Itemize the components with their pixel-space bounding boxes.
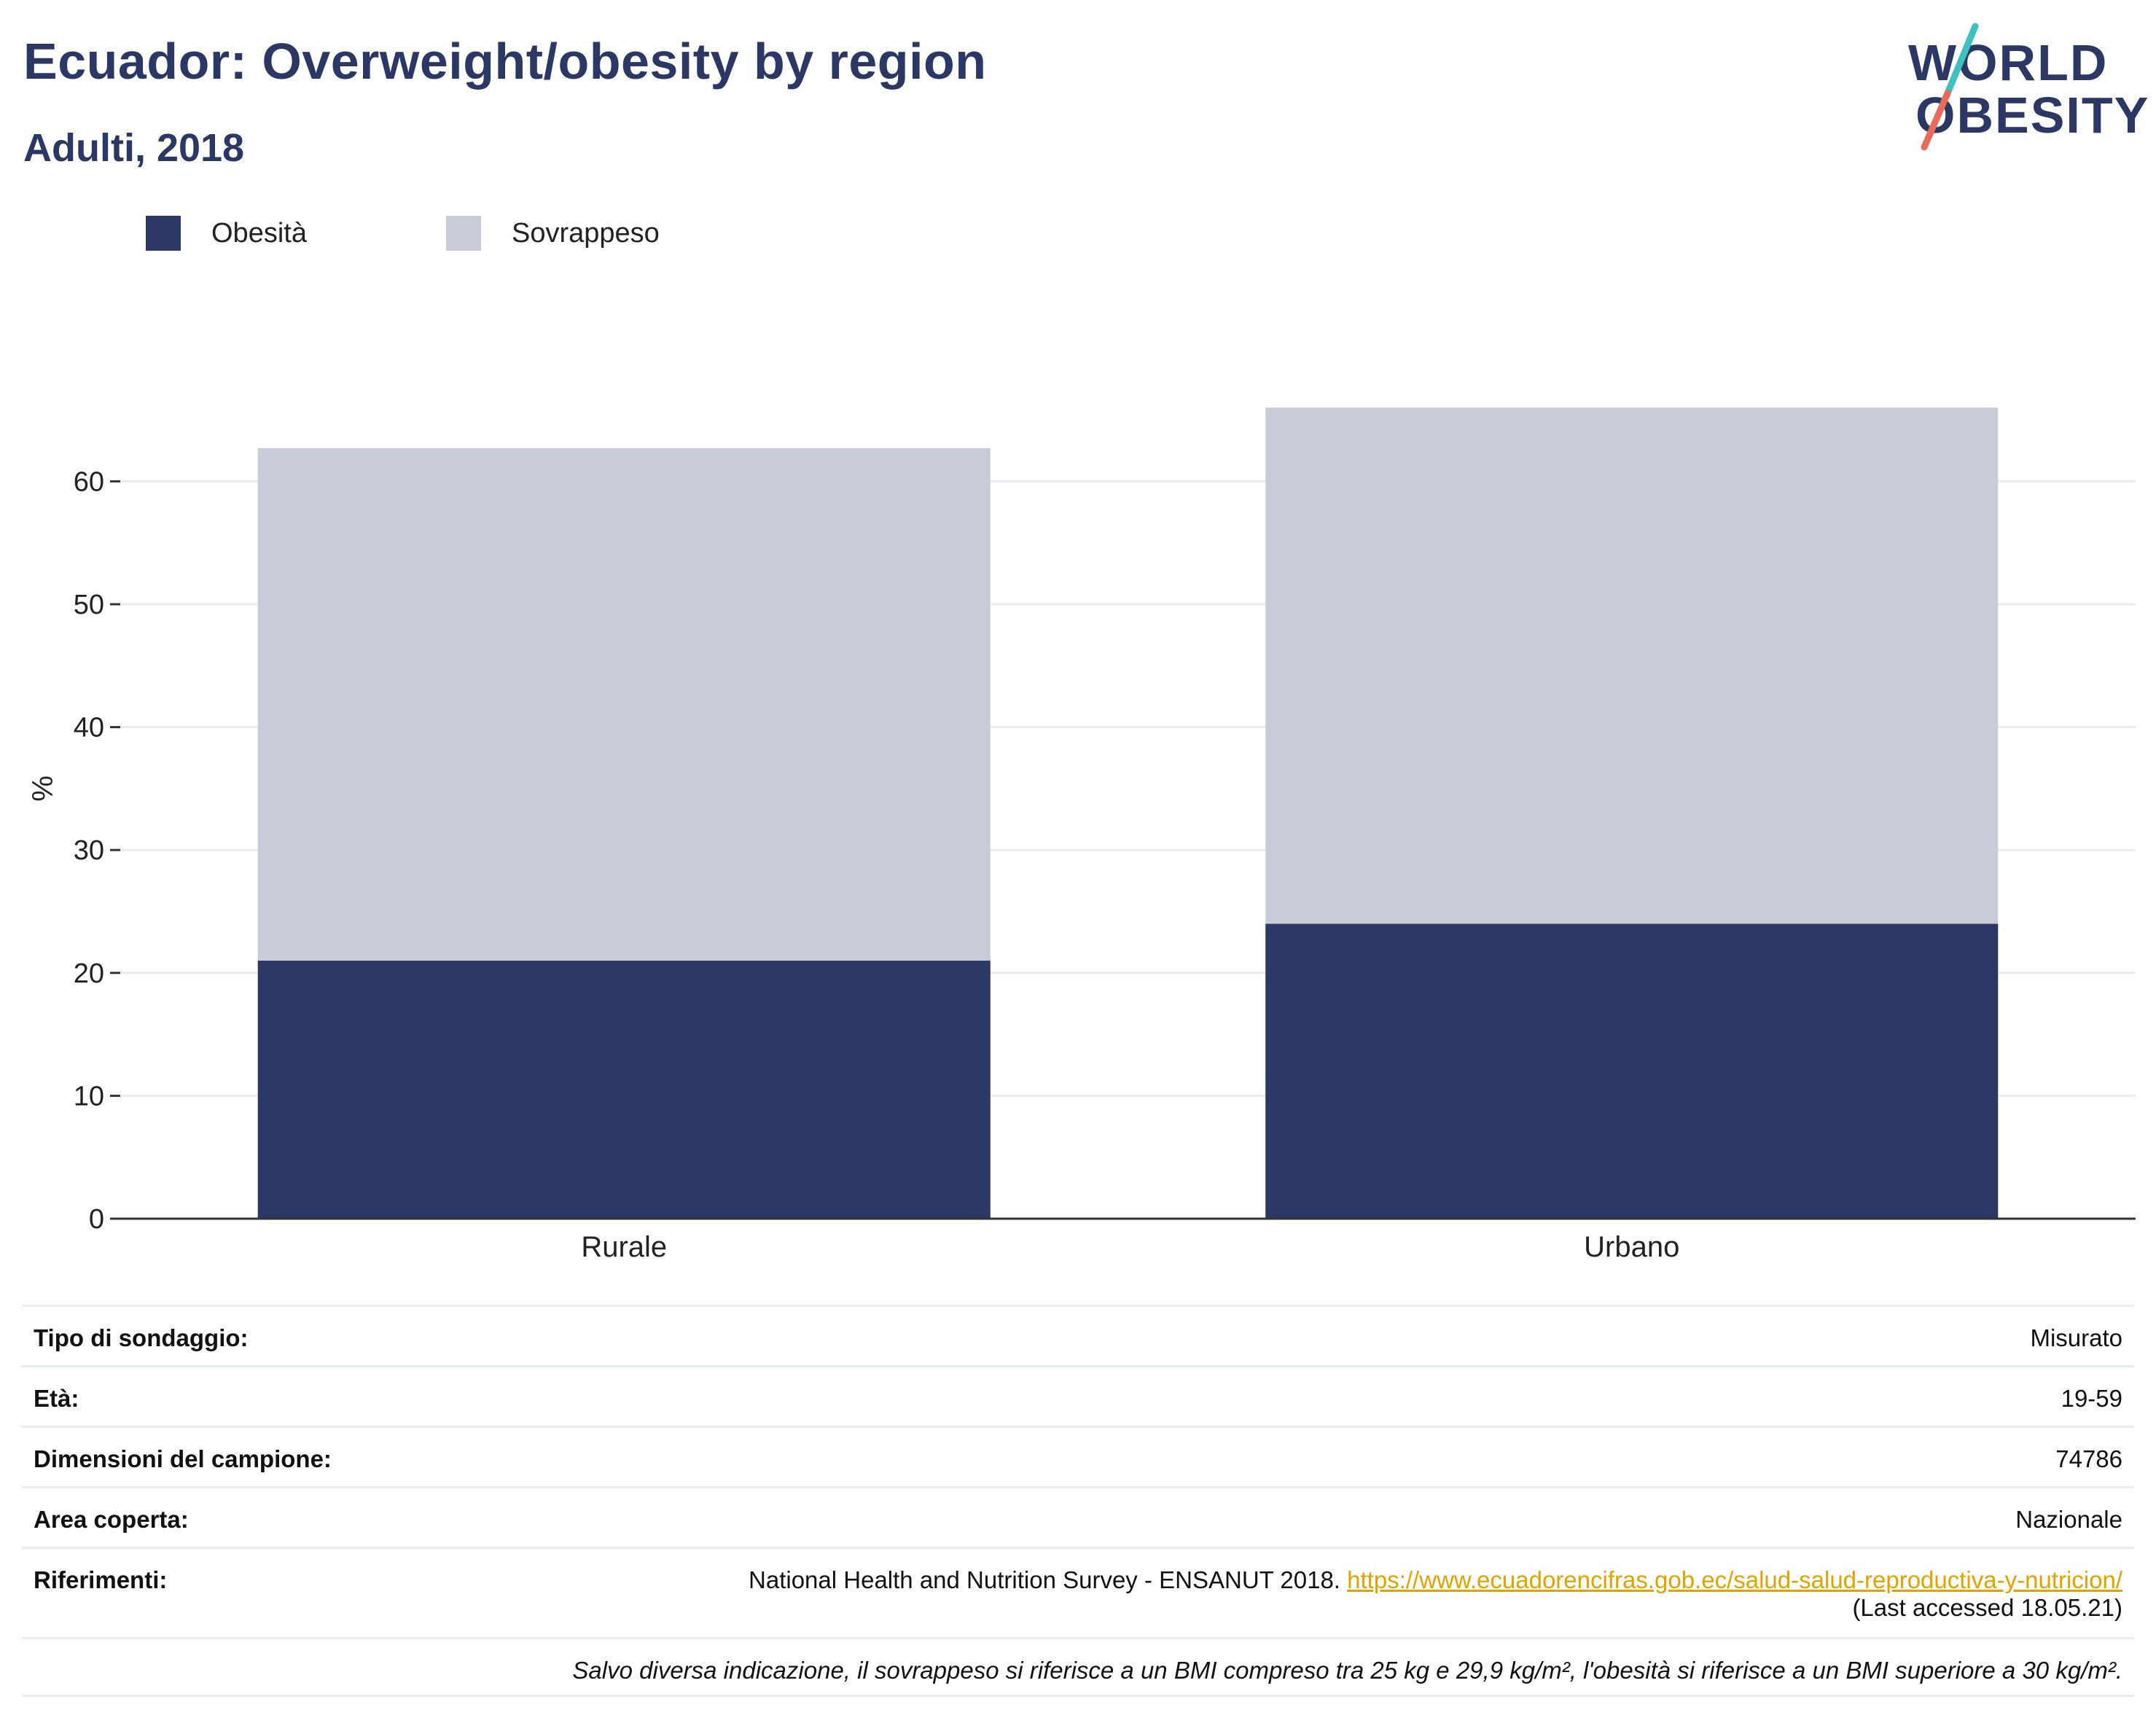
y-tick-label: 40 [74,713,104,743]
legend-swatch-obesity [146,216,181,251]
info-value-sample-size: 74786 [2055,1445,2122,1472]
info-row-survey-type: Tipo di sondaggio: Misurato [22,1305,2134,1365]
reference-accessed: (Last accessed 18.05.21) [1852,1594,2122,1621]
chart-title: Ecuador: Overweight/obesity by region [23,33,987,90]
y-axis-label: % [27,776,59,802]
world-obesity-logo: WORLD OBESITY [1895,22,2148,153]
logo-line-1: WORLD [1908,34,2109,91]
info-row-references: Riferimenti: National Health and Nutriti… [22,1547,2134,1637]
logo-slash-icon [1921,23,1979,151]
chart-subtitle: Adulti, 2018 [23,126,245,170]
y-tick-label: 10 [74,1081,104,1112]
info-value-references: National Health and Nutrition Survey - E… [749,1566,2122,1622]
legend-label-obesity: Obesità [211,217,307,249]
bar-obesity-rurale [257,960,991,1219]
info-row-age: Età: 19-59 [22,1365,2134,1426]
logo-line-2: OBESITY [1915,87,2150,144]
x-tick-label: Rurale [581,1231,667,1263]
y-tick-label: 0 [89,1204,104,1235]
y-tick-label: 30 [74,835,104,866]
info-label-survey-type: Tipo di sondaggio: [34,1324,249,1351]
info-value-area: Nazionale [2015,1506,2122,1533]
bar-obesity-urbano [1265,923,1999,1219]
legend-label-overweight: Sovrappeso [512,217,660,249]
info-value-age: 19-59 [2061,1385,2122,1412]
info-label-area: Area coperta: [34,1506,189,1533]
info-label-sample-size: Dimensioni del campione: [34,1445,332,1472]
bar-overweight-urbano [1265,407,1999,924]
bar-overweight-rurale [257,448,991,961]
reference-text: National Health and Nutrition Survey - E… [749,1566,1348,1593]
x-tick-label: Urbano [1584,1231,1679,1263]
y-tick-label: 50 [74,590,104,620]
info-value-survey-type: Misurato [2030,1324,2122,1351]
y-tick-label: 20 [74,958,104,989]
reference-link[interactable]: https://www.ecuadorencifras.gob.ec/salud… [1347,1566,2122,1593]
info-row-note: Salvo diversa indicazione, il sovrappeso… [22,1637,2134,1697]
legend-item-overweight: Sovrappeso [446,216,660,251]
bmi-definition-note: Salvo diversa indicazione, il sovrappeso… [572,1657,2122,1684]
bar-chart: 0 10 20 30 40 50 60% Rurale Urbano [27,407,2136,1263]
info-label-references: Riferimenti: [34,1566,168,1593]
legend-item-obesity: Obesità [146,216,307,251]
info-row-sample-size: Dimensioni del campione: 74786 [22,1426,2134,1486]
info-label-age: Età: [34,1385,79,1412]
y-tick-label: 60 [74,466,104,497]
legend-swatch-overweight [446,216,481,251]
info-row-area: Area coperta: Nazionale [22,1486,2134,1547]
survey-info-table: Tipo di sondaggio: Misurato Età: 19-59 D… [22,1305,2134,1697]
